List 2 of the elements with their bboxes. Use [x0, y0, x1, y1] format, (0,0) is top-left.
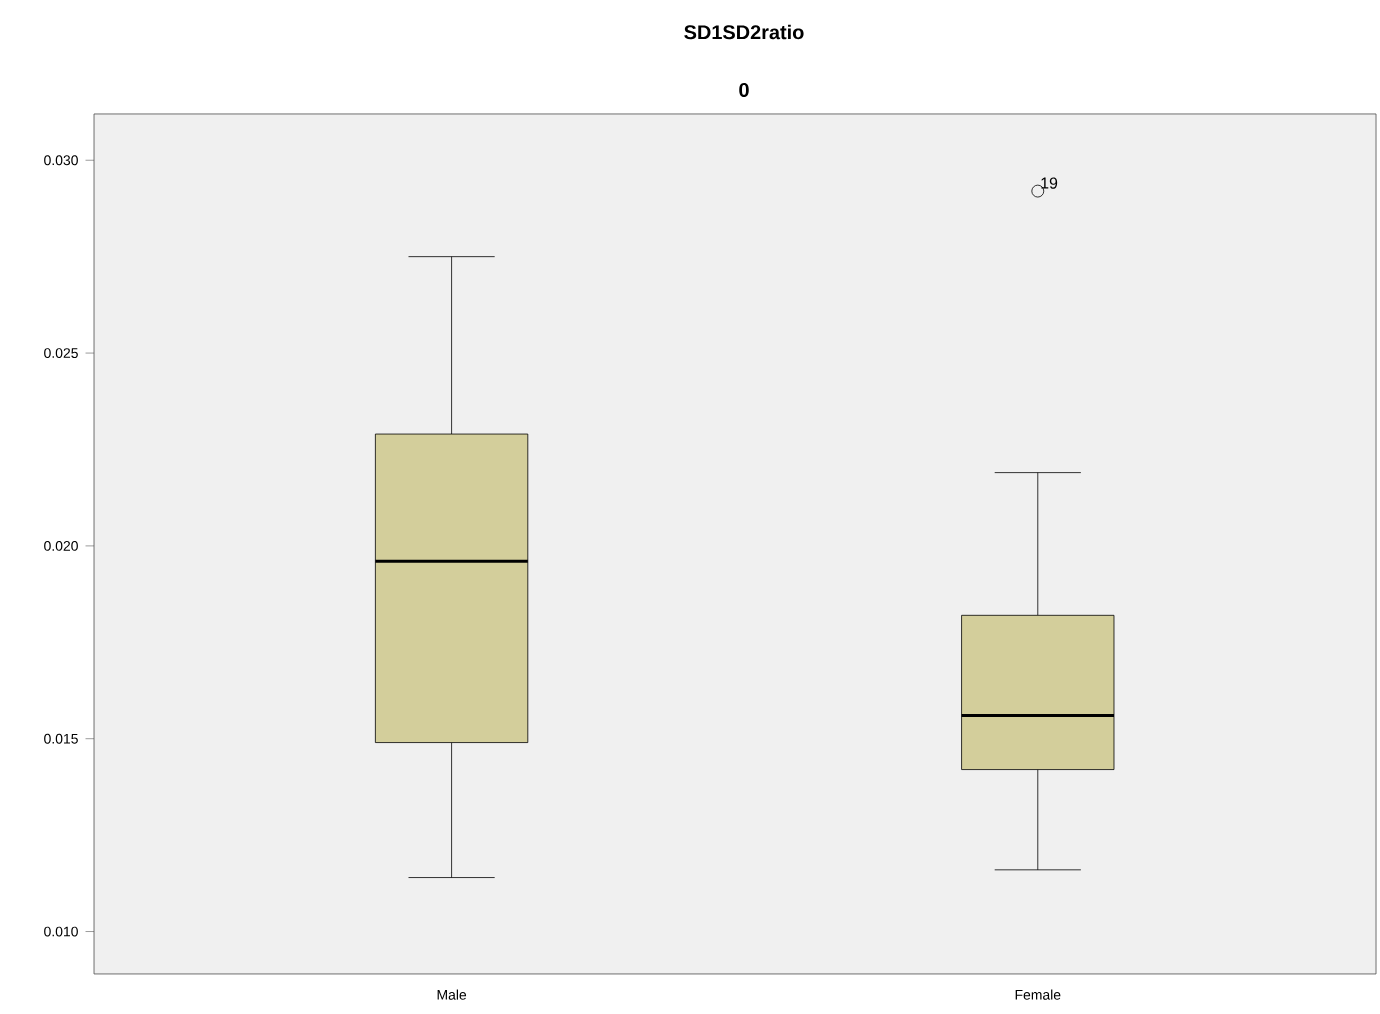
chart-title: SD1SD2ratio	[684, 24, 804, 40]
chart-subtitle: 0	[739, 82, 749, 98]
